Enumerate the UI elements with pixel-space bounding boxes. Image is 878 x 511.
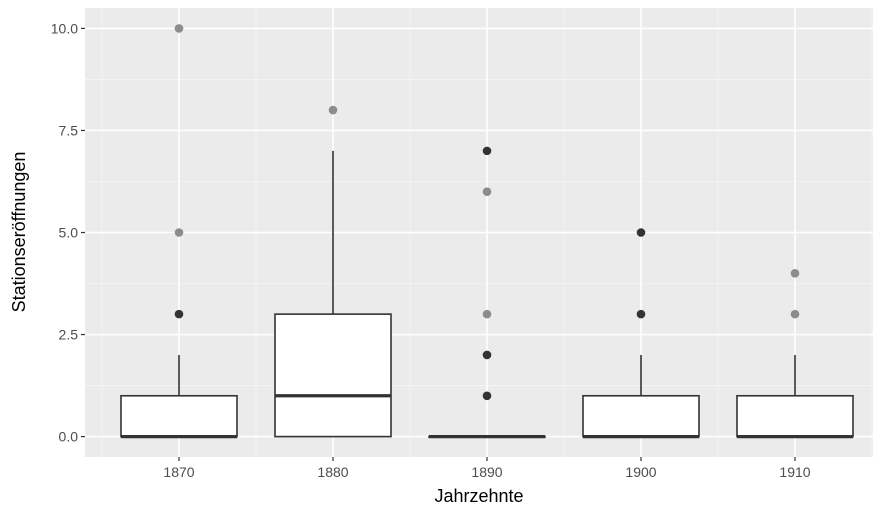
box-1870 (120, 24, 238, 439)
x-axis-title: Jahrzehnte (434, 486, 523, 506)
y-tick-label: 2.5 (59, 327, 79, 343)
x-tick-label: 1890 (471, 464, 502, 480)
y-tick-label: 10.0 (51, 20, 78, 36)
outlier-point (790, 309, 800, 319)
y-tick-label: 7.5 (59, 122, 79, 138)
outlier-point (790, 269, 800, 278)
x-axis: 1870 1880 1890 1900 1910 (163, 457, 811, 480)
y-axis-title: Stationseröffnungen (9, 152, 29, 313)
outlier-point (482, 350, 492, 360)
outlier-point (328, 105, 338, 115)
outlier-point (636, 228, 646, 237)
box-1880 (274, 105, 392, 438)
box-1900 (582, 228, 700, 439)
y-tick-label: 5.0 (59, 225, 79, 241)
box-1910 (736, 269, 854, 439)
outlier-point (174, 24, 184, 33)
outlier-point (482, 309, 492, 319)
iqr-box (736, 394, 854, 438)
outlier-point (174, 309, 184, 319)
outlier-point (482, 187, 492, 196)
x-tick-label: 1880 (317, 464, 348, 480)
iqr-box (120, 394, 238, 438)
x-tick-label: 1910 (779, 464, 810, 480)
outlier-point (482, 146, 492, 156)
iqr-box (274, 313, 392, 438)
x-tick-label: 1900 (625, 464, 656, 480)
box-1890 (428, 146, 546, 439)
y-tick-label: 0.0 (59, 429, 79, 445)
outlier-point (636, 309, 646, 319)
y-axis: 0.0 2.5 5.0 7.5 10.0 (51, 20, 85, 445)
outlier-point (174, 228, 184, 237)
outlier-point (482, 391, 492, 401)
box-layer (120, 24, 854, 439)
x-tick-label: 1870 (163, 464, 194, 480)
iqr-box (582, 394, 700, 438)
